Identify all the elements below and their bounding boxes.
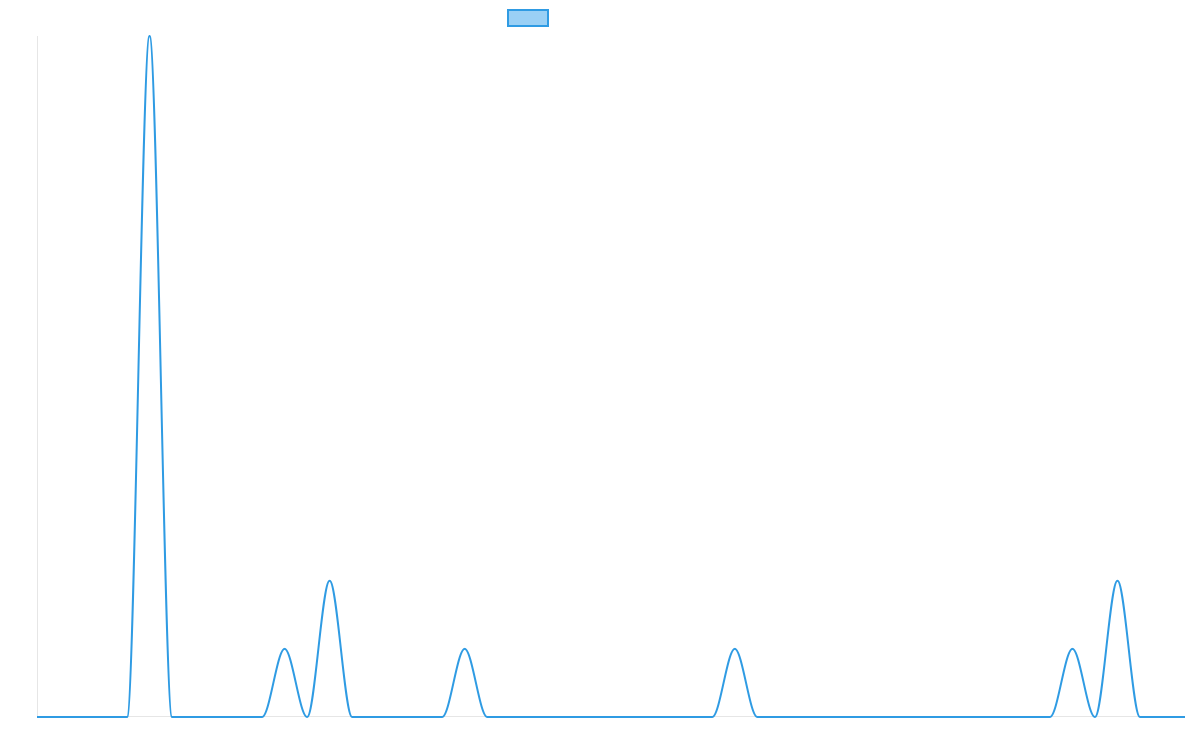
data-points	[34, 33, 1188, 720]
data-point[interactable]	[1137, 714, 1143, 720]
data-point[interactable]	[844, 714, 850, 720]
data-point[interactable]	[484, 714, 490, 720]
data-point[interactable]	[754, 714, 760, 720]
data-point[interactable]	[507, 714, 513, 720]
data-point[interactable]	[372, 714, 378, 720]
data-point[interactable]	[259, 714, 265, 720]
data-point[interactable]	[552, 714, 558, 720]
data-point[interactable]	[934, 714, 940, 720]
data-point[interactable]	[1092, 714, 1098, 720]
data-point[interactable]	[799, 714, 805, 720]
data-point[interactable]	[912, 714, 918, 720]
data-point[interactable]	[732, 646, 738, 652]
data-point[interactable]	[1024, 714, 1030, 720]
data-point[interactable]	[169, 714, 175, 720]
data-point[interactable]	[1047, 714, 1053, 720]
data-point[interactable]	[822, 714, 828, 720]
data-point[interactable]	[642, 714, 648, 720]
legend-swatch[interactable]	[507, 9, 549, 27]
data-point[interactable]	[102, 714, 108, 720]
data-point[interactable]	[1002, 714, 1008, 720]
data-point[interactable]	[664, 714, 670, 720]
data-point[interactable]	[979, 714, 985, 720]
data-point[interactable]	[147, 33, 153, 39]
data-point[interactable]	[394, 714, 400, 720]
data-point[interactable]	[619, 714, 625, 720]
data-point[interactable]	[1159, 714, 1165, 720]
data-point[interactable]	[237, 714, 243, 720]
data-point[interactable]	[1114, 578, 1120, 584]
data-point[interactable]	[417, 714, 423, 720]
data-point[interactable]	[597, 714, 603, 720]
data-point[interactable]	[124, 714, 130, 720]
legend[interactable]	[507, 9, 549, 27]
data-point[interactable]	[462, 646, 468, 652]
data-point[interactable]	[957, 714, 963, 720]
data-point[interactable]	[34, 714, 40, 720]
data-point[interactable]	[79, 714, 85, 720]
data-point[interactable]	[687, 714, 693, 720]
data-point[interactable]	[439, 714, 445, 720]
series-line	[36, 34, 1185, 719]
data-point[interactable]	[304, 714, 310, 720]
data-point[interactable]	[282, 646, 288, 652]
data-point[interactable]	[214, 714, 220, 720]
data-point[interactable]	[57, 714, 63, 720]
data-point[interactable]	[889, 714, 895, 720]
data-point[interactable]	[777, 714, 783, 720]
data-point[interactable]	[1069, 646, 1075, 652]
data-point[interactable]	[574, 714, 580, 720]
data-point[interactable]	[867, 714, 873, 720]
data-point[interactable]	[529, 714, 535, 720]
data-point[interactable]	[192, 714, 198, 720]
data-point[interactable]	[349, 714, 355, 720]
data-point[interactable]	[709, 714, 715, 720]
data-point[interactable]	[1182, 714, 1188, 720]
data-point[interactable]	[327, 578, 333, 584]
